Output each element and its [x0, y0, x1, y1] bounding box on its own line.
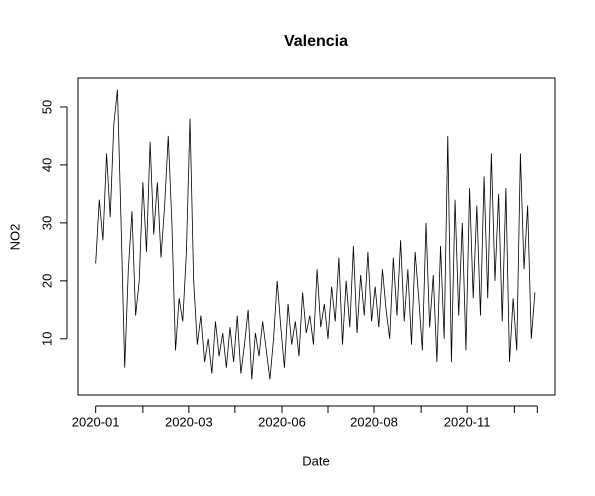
y-tick-label: 20 — [39, 274, 54, 288]
x-tick-label: 2020-06 — [258, 414, 306, 429]
x-axis-label: Date — [302, 453, 329, 468]
x-tick-label: 2020-03 — [165, 414, 213, 429]
chart-title: Valencia — [284, 33, 348, 50]
x-tick-label: 2020-01 — [72, 414, 120, 429]
y-tick-label: 10 — [39, 332, 54, 346]
y-tick-label: 30 — [39, 216, 54, 230]
plot-box — [77, 77, 556, 396]
data-line — [95, 89, 536, 380]
y-tick-label: 50 — [39, 100, 54, 114]
x-tick-label: 2020-08 — [350, 414, 398, 429]
x-tick-label: 2020-11 — [444, 414, 491, 429]
y-tick-label: 40 — [39, 158, 54, 172]
y-axis-label: NO2 — [7, 224, 22, 251]
